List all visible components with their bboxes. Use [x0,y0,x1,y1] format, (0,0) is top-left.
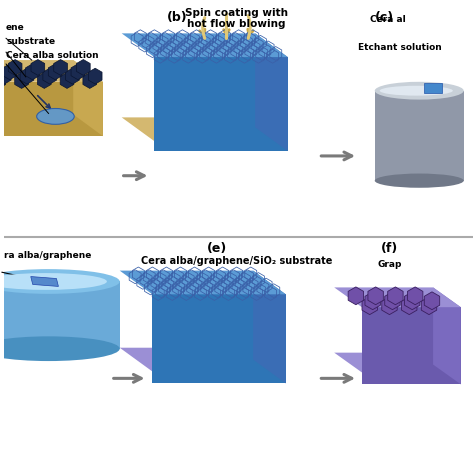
Text: (b): (b) [167,10,187,24]
Polygon shape [60,73,74,89]
Polygon shape [76,60,90,75]
Polygon shape [120,271,286,294]
Text: (c): (c) [375,10,394,24]
Polygon shape [0,73,6,89]
Polygon shape [152,372,286,383]
Polygon shape [362,373,461,384]
Polygon shape [0,60,103,82]
Polygon shape [48,64,62,80]
Polygon shape [0,282,120,349]
Text: (e): (e) [207,242,227,255]
Polygon shape [54,60,67,75]
Polygon shape [88,68,102,84]
Ellipse shape [375,82,464,100]
Polygon shape [152,294,286,383]
Polygon shape [385,292,400,310]
Polygon shape [31,60,45,75]
Polygon shape [120,348,286,372]
Ellipse shape [375,173,464,188]
Polygon shape [362,297,377,315]
Polygon shape [348,287,364,305]
Polygon shape [404,292,420,310]
Polygon shape [421,297,437,315]
Polygon shape [8,60,22,75]
Text: Spin coating with
hot flow blowing: Spin coating with hot flow blowing [185,8,288,29]
Polygon shape [83,73,97,89]
Polygon shape [334,287,461,307]
Polygon shape [155,141,288,151]
Text: ene: ene [6,23,25,32]
Text: Etchant solution: Etchant solution [358,43,442,52]
Polygon shape [334,353,461,373]
Ellipse shape [0,269,120,294]
Text: Cera alba/graphene/SiO₂ substrate: Cera alba/graphene/SiO₂ substrate [141,256,332,266]
Text: ra alba/graphene: ra alba/graphene [4,251,91,260]
Polygon shape [368,287,383,305]
Polygon shape [362,307,461,384]
Polygon shape [424,292,440,310]
Text: Grap: Grap [377,260,402,269]
Polygon shape [71,64,85,80]
Ellipse shape [0,337,120,361]
Text: Cera al: Cera al [370,16,406,25]
Polygon shape [382,297,397,315]
Text: (f): (f) [381,242,398,255]
Polygon shape [26,64,39,80]
Ellipse shape [380,86,453,96]
Ellipse shape [36,109,74,124]
Polygon shape [0,82,103,136]
Text: Cera alba solution: Cera alba solution [6,51,99,60]
Polygon shape [388,287,403,305]
Polygon shape [37,73,51,89]
Text: substrate: substrate [6,37,55,46]
Polygon shape [253,271,286,383]
Polygon shape [155,57,288,151]
Polygon shape [122,118,288,141]
Polygon shape [20,68,34,84]
Polygon shape [433,353,461,384]
Polygon shape [433,287,461,384]
Polygon shape [255,118,288,151]
Polygon shape [73,60,103,136]
Polygon shape [255,33,288,151]
Polygon shape [0,68,11,84]
Polygon shape [3,64,17,80]
Polygon shape [43,68,56,84]
Polygon shape [365,292,380,310]
Polygon shape [31,276,58,286]
Polygon shape [408,287,423,305]
Polygon shape [401,297,417,315]
Polygon shape [65,68,79,84]
Polygon shape [253,348,286,383]
Ellipse shape [0,273,107,290]
Polygon shape [375,91,464,181]
Polygon shape [122,33,288,57]
Polygon shape [15,73,28,89]
Polygon shape [424,83,442,93]
